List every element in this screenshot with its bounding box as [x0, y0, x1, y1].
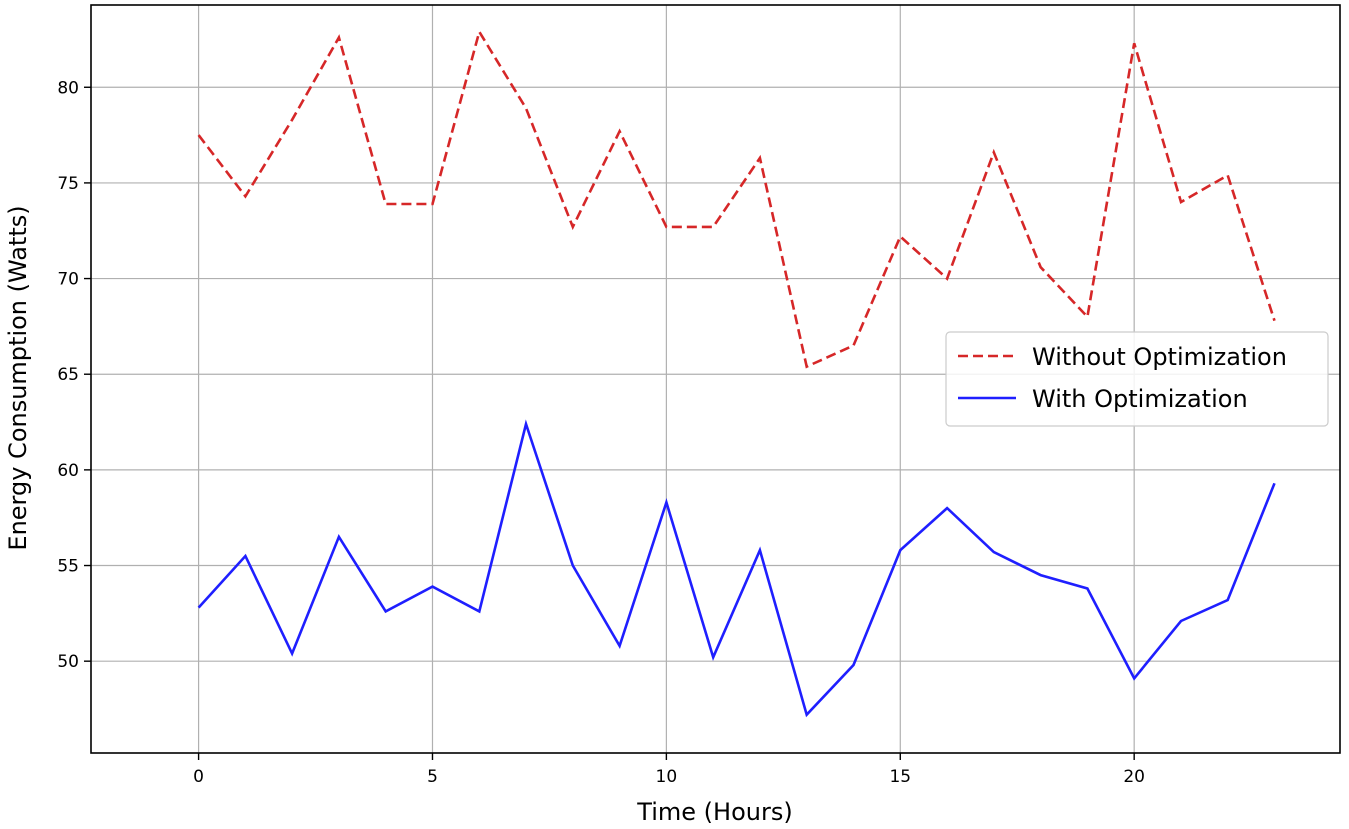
- x-tick-label: 5: [427, 767, 438, 787]
- y-axis-label: Energy Consumption (Watts): [4, 205, 32, 550]
- legend-label-without-optimization: Without Optimization: [1032, 343, 1287, 371]
- x-axis-label: Time (Hours): [636, 798, 792, 826]
- y-tick-label: 70: [57, 270, 79, 290]
- y-axis-ticks: 50 55 60 65 70 75 80: [57, 78, 91, 672]
- y-tick-label: 75: [57, 174, 79, 194]
- legend-box: [945, 331, 1329, 427]
- series-lines: [197, 28, 1276, 718]
- y-tick-label: 60: [57, 461, 79, 481]
- legend-label-with-optimization: With Optimization: [1032, 385, 1248, 413]
- legend: Without Optimization With Optimization: [945, 331, 1329, 427]
- x-tick-label: 10: [656, 767, 678, 787]
- x-axis-ticks: 0 5 10 15 20: [193, 753, 1145, 787]
- y-tick-label: 80: [57, 78, 79, 98]
- y-tick-label: 65: [57, 365, 79, 385]
- plot-frame: [90, 4, 1341, 754]
- y-tick-label: 55: [57, 557, 79, 577]
- y-tick-label: 50: [57, 652, 79, 672]
- series-line-without-optimization: [197, 28, 1276, 369]
- x-tick-label: 20: [1123, 767, 1145, 787]
- x-tick-label: 0: [193, 767, 204, 787]
- x-tick-label: 15: [889, 767, 911, 787]
- series-line-with-optimization: [197, 419, 1276, 718]
